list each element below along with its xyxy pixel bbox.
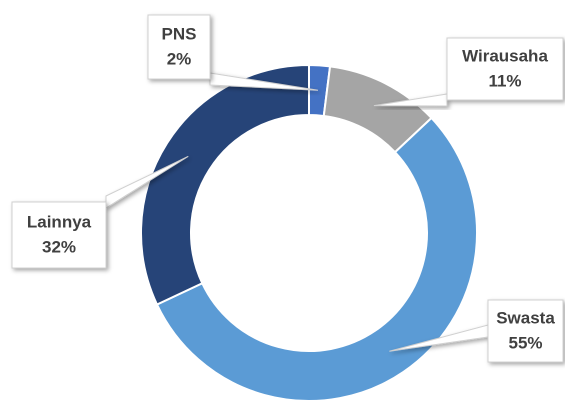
category-label: Lainnya xyxy=(27,212,92,231)
donut-slice xyxy=(140,63,310,306)
label-box xyxy=(446,37,564,101)
value-label: 2% xyxy=(167,49,192,68)
value-label: 32% xyxy=(42,237,76,256)
label-box xyxy=(11,201,107,269)
value-label: 11% xyxy=(488,71,521,90)
donut-slice xyxy=(155,116,478,402)
category-label: Swasta xyxy=(496,308,555,327)
category-label: Wirausaha xyxy=(462,46,548,65)
category-label: PNS xyxy=(162,24,197,43)
label-box xyxy=(147,14,211,80)
value-label: 55% xyxy=(508,333,542,352)
label-box xyxy=(487,299,564,363)
